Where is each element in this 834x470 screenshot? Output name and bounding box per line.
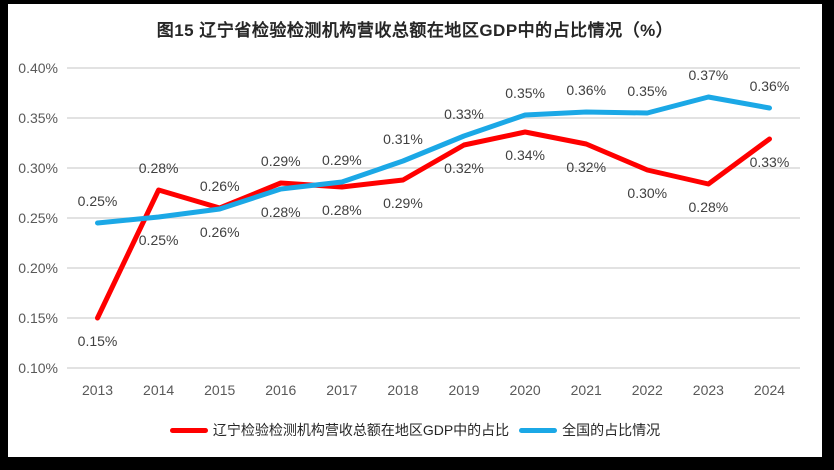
data-label-national-share: 0.28% — [260, 204, 301, 220]
x-axis-tick-label: 2018 — [387, 382, 419, 398]
y-axis-tick-label: 0.40% — [18, 60, 58, 76]
y-axis-tick-label: 0.15% — [18, 310, 58, 326]
x-axis-tick-label: 2013 — [81, 382, 114, 398]
data-label-national-share: 0.37% — [688, 67, 729, 83]
x-axis-tick-label: 2019 — [448, 382, 480, 398]
data-label-liaoning-gdp-share: 0.30% — [627, 185, 668, 201]
data-label-liaoning-gdp-share: 0.34% — [505, 147, 545, 163]
data-label-national-share: 0.26% — [199, 224, 240, 240]
data-label-liaoning-gdp-share: 0.28% — [138, 160, 179, 176]
legend-label-national: 全国的占比情况 — [562, 422, 661, 438]
data-label-liaoning-gdp-share: 0.29% — [260, 153, 301, 169]
legend: 辽宁检验检测机构营收总额在地区GDP中的占比 全国的占比情况 — [8, 418, 822, 442]
x-axis-tick-label: 2017 — [326, 382, 358, 398]
data-label-national-share: 0.33% — [444, 106, 484, 122]
legend-line-swatch-liaoning — [169, 427, 208, 433]
data-label-liaoning-gdp-share: 0.26% — [199, 178, 240, 194]
data-label-national-share: 0.25% — [77, 193, 118, 209]
data-label-liaoning-gdp-share: 0.32% — [444, 160, 484, 176]
x-axis-tick-label: 2014 — [143, 382, 175, 398]
data-label-national-share: 0.35% — [505, 85, 545, 101]
y-axis-tick-label: 0.25% — [18, 210, 58, 226]
x-axis-tick-label: 2021 — [570, 382, 602, 398]
legend-item-national: 全国的占比情况 — [519, 420, 660, 440]
y-axis-tick-label: 0.20% — [18, 260, 58, 276]
x-axis-tick-label: 2023 — [692, 382, 724, 398]
x-axis-tick-label: 2016 — [265, 382, 297, 398]
x-axis-tick-label: 2015 — [204, 382, 236, 398]
chart-plot-area — [67, 67, 800, 369]
x-axis-tick-label: 2024 — [753, 382, 786, 398]
chart-title: 图15 辽宁省检验检测机构营收总额在地区GDP中的占比情况（%） — [156, 21, 674, 40]
y-axis-tick-label: 0.10% — [18, 360, 58, 376]
legend-label-liaoning: 辽宁检验检测机构营收总额在地区GDP中的占比 — [212, 422, 510, 438]
data-label-liaoning-gdp-share: 0.15% — [77, 333, 118, 349]
legend-line-swatch-national — [519, 427, 558, 433]
chart-card: 图15 辽宁省检验检测机构营收总额在地区GDP中的占比情况（%） 0.40% 0.… — [8, 4, 822, 457]
series-line-liaoning-gdp-share — [95, 129, 772, 321]
data-label-national-share: 0.35% — [627, 83, 668, 99]
data-label-liaoning-gdp-share: 0.28% — [688, 199, 729, 215]
y-axis-tick-label: 0.30% — [18, 160, 58, 176]
series-line-national-share — [95, 94, 772, 226]
x-axis-tick-label: 2020 — [509, 382, 541, 398]
y-axis-tick-label: 0.35% — [18, 110, 58, 126]
data-label-national-share: 0.36% — [749, 78, 790, 94]
x-axis-tick-label: 2022 — [631, 382, 663, 398]
data-label-liaoning-gdp-share: 0.29% — [383, 195, 423, 211]
legend-item-liaoning: 辽宁检验检测机构营收总额在地区GDP中的占比 — [169, 420, 510, 440]
data-label-national-share: 0.31% — [383, 131, 423, 147]
data-label-national-share: 0.36% — [566, 82, 607, 98]
data-label-liaoning-gdp-share: 0.33% — [749, 154, 790, 170]
data-label-liaoning-gdp-share: 0.32% — [566, 159, 607, 175]
data-label-national-share: 0.25% — [138, 232, 179, 248]
data-label-liaoning-gdp-share: 0.28% — [322, 202, 362, 218]
data-label-national-share: 0.29% — [322, 152, 362, 168]
